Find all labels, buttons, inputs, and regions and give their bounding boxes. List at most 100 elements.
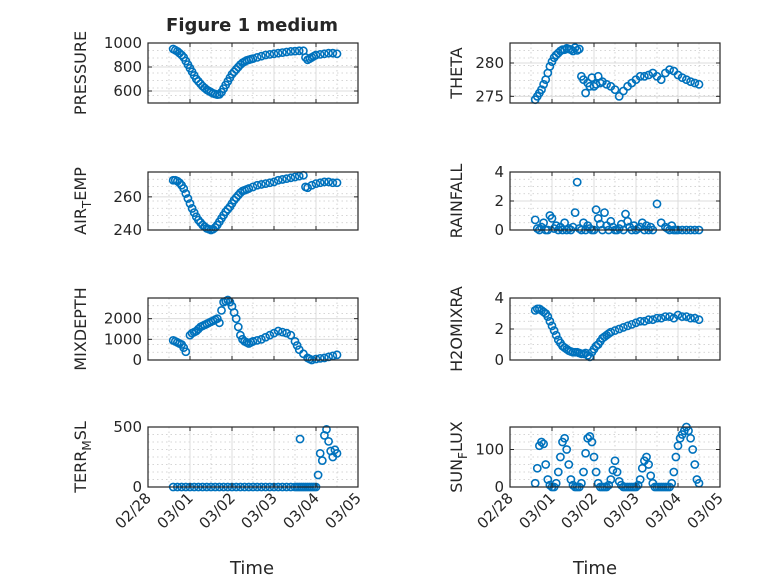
y-tick-label: 0: [494, 478, 504, 496]
data-point: [652, 199, 662, 209]
data-point: [248, 336, 258, 346]
data-point: [686, 77, 695, 87]
data-point: [614, 224, 624, 233]
data-point: [214, 89, 224, 99]
data-point: [570, 208, 580, 217]
data-point: [606, 327, 616, 337]
data-point: [610, 456, 620, 466]
data-point: [269, 177, 279, 187]
data-point: [231, 314, 241, 324]
y-axis-label-main: H2OMIXRA: [447, 286, 466, 372]
data-point: [315, 50, 325, 59]
data-point: [640, 316, 649, 326]
data-point: [244, 184, 254, 193]
panel-air_temp: 240 260 AIRTEMP: [71, 167, 359, 239]
y-axis-label-main: MIXDEPTH: [71, 287, 90, 370]
data-point: [602, 79, 611, 89]
data-point: [273, 175, 283, 185]
data-point: [277, 327, 287, 337]
data-point: [686, 313, 695, 323]
data-point: [273, 48, 283, 58]
data-point: [635, 475, 645, 484]
data-point: [177, 50, 186, 60]
data-point: [686, 433, 695, 443]
data-point: [539, 439, 548, 449]
data-point: [175, 178, 184, 188]
data-point: [265, 50, 275, 59]
data-point: [623, 321, 632, 331]
data-point: [322, 424, 331, 434]
data-point: [644, 315, 653, 325]
data-point: [189, 208, 199, 217]
data-point: [187, 204, 197, 213]
data-point: [214, 318, 224, 328]
data-point: [619, 323, 628, 332]
data-point: [652, 313, 662, 323]
data-point: [642, 221, 651, 231]
data-point: [231, 193, 241, 203]
data-point: [265, 178, 275, 188]
data-point: [591, 205, 601, 215]
data-point: [627, 319, 637, 329]
data-point: [256, 51, 266, 61]
y-tick-label: 2: [494, 320, 504, 338]
data-point: [612, 467, 622, 477]
data-point: [543, 475, 553, 484]
data-point: [269, 328, 279, 338]
data-point: [608, 465, 618, 475]
data-point: [252, 335, 262, 345]
y-tick-label: 4: [494, 289, 504, 307]
data-point: [553, 467, 563, 477]
y-tick-label: 800: [113, 58, 142, 76]
axes-frame: [147, 171, 359, 231]
data-point: [282, 174, 291, 184]
data-point: [549, 326, 559, 335]
y-axis-label: THETA: [447, 47, 466, 99]
y-axis-label-tail: LUX: [447, 421, 466, 452]
data-point: [541, 460, 551, 469]
data-point: [682, 75, 691, 85]
data-point: [537, 85, 546, 95]
data-point: [587, 437, 597, 447]
y-tick-label: 280: [475, 54, 504, 72]
y-tick-label: 0: [494, 351, 504, 369]
data-point: [551, 221, 561, 231]
y-tick-label: 1000: [104, 330, 142, 348]
y-axis-label-main: AIR: [71, 208, 90, 235]
data-point: [223, 295, 233, 305]
axes-frame: [147, 297, 359, 361]
data-point: [181, 347, 191, 357]
data-point: [539, 79, 548, 89]
data-point: [673, 310, 683, 320]
data-point: [290, 46, 300, 56]
data-point: [556, 452, 565, 462]
figure-title: Figure 1 medium: [166, 15, 338, 36]
y-axis-label: PRESSURE: [71, 31, 90, 115]
data-point: [315, 178, 325, 188]
data-point: [294, 46, 304, 56]
panel-pressure: 600 800 1000 PRESSURE: [71, 31, 359, 115]
data-point: [677, 73, 687, 83]
data-point: [579, 467, 588, 477]
data-point: [688, 445, 698, 454]
data-point: [673, 441, 683, 451]
data-point: [252, 180, 262, 190]
data-point: [286, 330, 296, 340]
panel-rainfall: 0 2 4 RAINFALL: [447, 163, 721, 239]
data-point: [248, 182, 258, 192]
panel-theta: 275 280 THETA: [447, 42, 721, 105]
data-point: [690, 78, 700, 88]
data-point: [562, 445, 572, 454]
y-axis-label: AIRTEMP: [71, 167, 94, 235]
data-point: [261, 332, 270, 342]
data-point: [560, 433, 569, 443]
data-point: [610, 326, 620, 335]
data-point: [547, 213, 557, 223]
data-point: [614, 91, 624, 101]
data-point: [665, 65, 674, 75]
y-axis-label-tail: EMP: [71, 167, 90, 201]
data-point: [301, 53, 310, 62]
data-point: [290, 172, 300, 182]
